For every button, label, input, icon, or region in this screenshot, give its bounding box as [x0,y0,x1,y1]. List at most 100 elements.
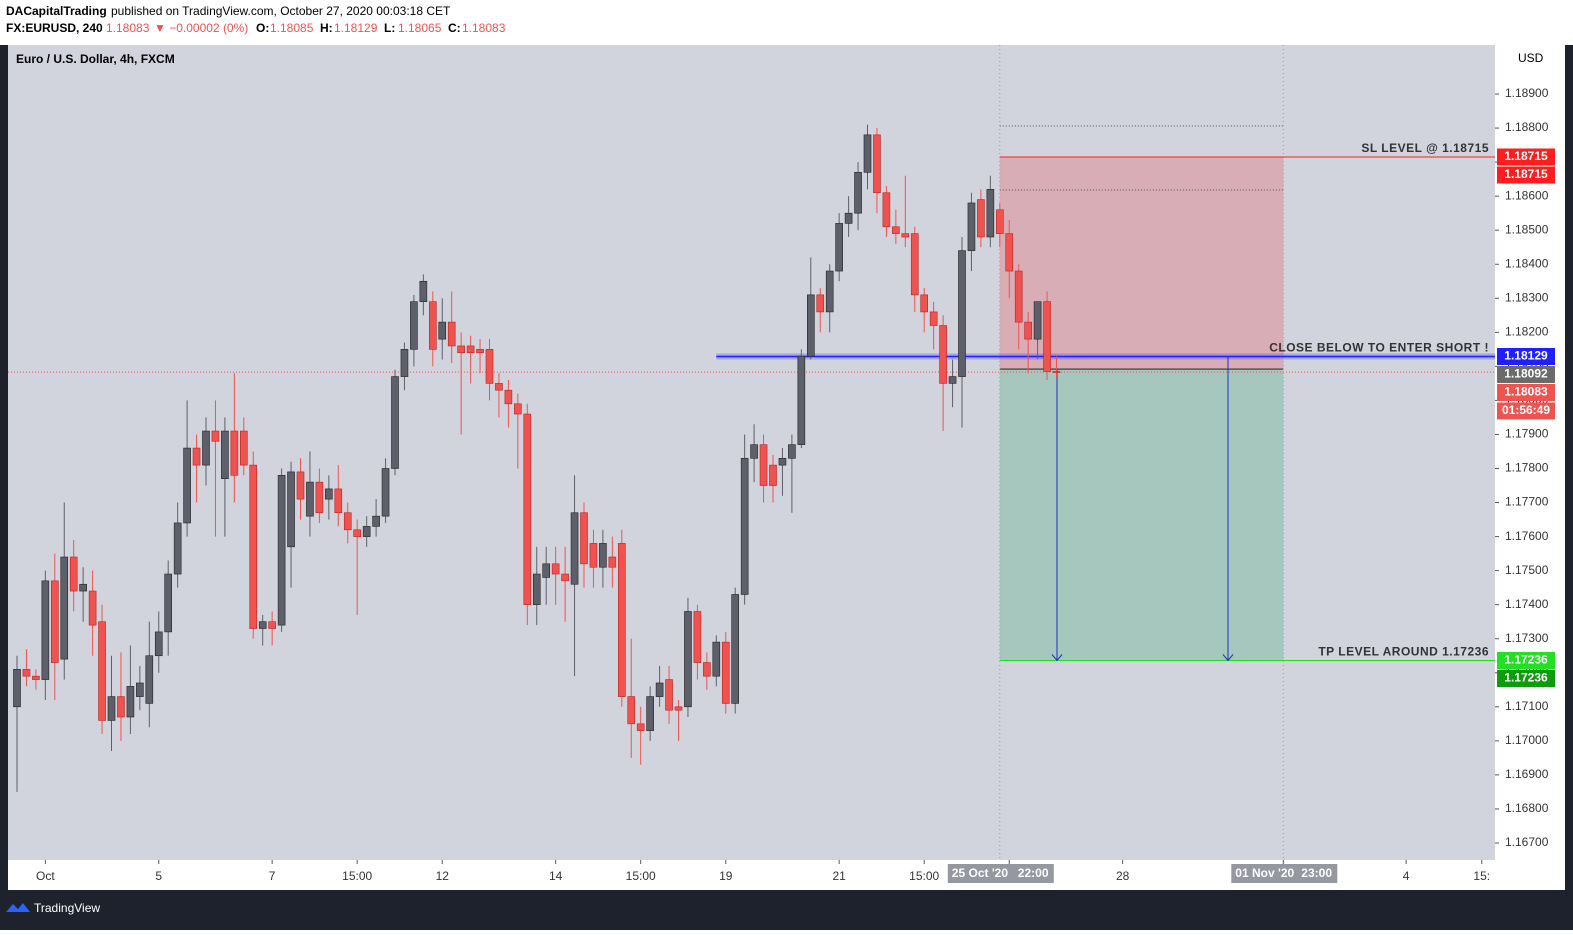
y-tick-label: 1.18500 [1505,222,1549,236]
candle-body [825,270,834,313]
candle-body [466,345,475,354]
candle-body [759,444,768,486]
candle-body [882,192,891,228]
arrow [1222,356,1234,662]
date-badge-date: 01 Nov '20 [1235,866,1294,880]
ohlc-value: 1.18083 [462,21,506,35]
countdown-bg [1497,402,1555,420]
candle-body [183,447,191,524]
ohlc-key: C: [448,21,461,35]
y-tick-label: 1.18300 [1505,290,1549,304]
published: published on TradingView.com, October 27… [111,4,451,18]
ohlc-value: 1.18065 [398,21,442,35]
candle-body [806,294,815,357]
candle-body [570,512,579,585]
candle-body [1005,233,1014,272]
price-label-bg [1497,347,1555,365]
candle-body [32,675,40,680]
candle-body [315,481,324,514]
candle-body [977,199,985,238]
ohlc-key: O: [256,21,269,35]
price-label-bg [1497,670,1555,688]
candle-body [22,669,31,677]
candle-body [674,706,683,711]
axis-unit: USD [1518,51,1544,65]
candle-body [750,444,758,459]
candle-body [731,594,740,704]
candle-body [939,325,947,384]
candle-body [372,515,380,527]
price-label-bg [1497,365,1555,383]
x-tick-label: 5 [155,869,162,883]
annotation: CLOSE BELOW TO ENTER SHORT ! [1269,341,1489,355]
candle-body [362,526,371,537]
date-badge-date: 25 Oct '20 [952,866,1009,880]
candle-body [98,621,106,721]
price-label-bg [1497,383,1555,401]
candle-body [126,686,135,718]
candle-body [306,481,314,517]
candle-body [230,430,239,476]
candle-body [854,172,862,214]
change-value: −0.00002 (0%) [169,21,248,35]
candle-body [1014,270,1023,323]
price-label-bg [1497,652,1555,670]
x-tick-label: 28 [1116,869,1130,883]
y-tick-label: 1.17700 [1505,495,1549,509]
candle-body [173,522,182,575]
candle-body [88,590,97,626]
candle-body [551,563,560,575]
logo [6,903,30,912]
candle-body [268,621,276,629]
candle-body [561,573,569,582]
price-label: 1.18129 [1504,349,1548,363]
x-tick-label: Oct [36,869,55,883]
header-bg [0,0,1573,45]
candle-body [910,233,919,296]
candle-body [920,294,929,313]
y-tick-label: 1.17000 [1505,733,1549,747]
x-tick-label: 15:00 [626,869,656,883]
brand: TradingView [34,901,100,915]
x-tick-label: 12 [436,869,450,883]
candle-body [693,611,702,663]
candle-body [240,430,248,466]
annotation: TP LEVEL AROUND 1.17236 [1318,645,1489,659]
price-label-bg [1497,148,1555,166]
ohlc-value: 1.18085 [270,21,314,35]
candle-body [296,471,305,500]
y-tick-label: 1.17300 [1505,631,1549,645]
date-badge-bg [947,864,1054,883]
candle-body [646,696,654,731]
arrow [1051,369,1063,662]
candle-body [164,573,172,633]
ohlc-key: H: [320,21,333,35]
candle-body [334,488,343,514]
candle-body [1033,301,1042,340]
y-tick-label: 1.16700 [1505,835,1549,849]
price-label: 1.18715 [1504,167,1548,181]
y-tick-label: 1.17400 [1505,597,1549,611]
x-tick-label: 4 [1403,869,1410,883]
candle-body [892,226,900,234]
candle-body [192,447,201,466]
y-tick-label: 1.18600 [1505,188,1549,202]
candle-body [438,321,447,340]
candle-body [249,464,258,629]
chart-title: Euro / U.S. Dollar, 4h, FXCM [16,52,175,66]
candle-body [986,189,995,238]
candle-body [504,389,513,405]
price-label: 1.18083 [1504,385,1548,399]
candle-body [580,512,588,565]
date-badge-time: 22:00 [1018,866,1049,880]
candle-body [835,223,843,272]
target-zone [999,369,1284,661]
y-tick-label: 1.18800 [1505,120,1549,134]
candle-body [740,457,749,595]
candle-body [211,430,220,442]
candle-body [447,321,456,347]
candle-body [391,376,399,469]
y-tick-label: 1.16900 [1505,767,1549,781]
candle-body [410,301,418,350]
